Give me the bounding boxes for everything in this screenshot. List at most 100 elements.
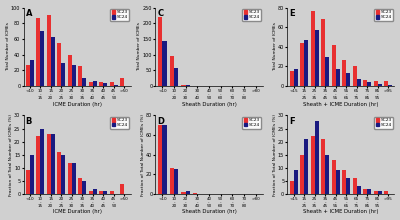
Bar	[332, 160, 336, 194]
Text: C: C	[158, 9, 164, 18]
Bar	[36, 18, 40, 86]
Legend: SC23, SC24: SC23, SC24	[110, 117, 129, 129]
Bar	[332, 45, 336, 86]
Bar	[170, 168, 174, 194]
Bar	[378, 84, 382, 86]
Bar	[181, 84, 186, 86]
Bar	[374, 191, 378, 194]
Bar	[363, 189, 367, 194]
Bar	[89, 191, 93, 194]
Bar	[61, 155, 65, 194]
Bar	[388, 85, 392, 86]
Bar	[321, 19, 325, 86]
Bar	[346, 178, 350, 194]
Bar	[342, 60, 346, 86]
Bar	[93, 81, 97, 86]
Y-axis label: Fraction of Total Number of ICMEs (%): Fraction of Total Number of ICMEs (%)	[141, 114, 145, 196]
Legend: SC23, SC24: SC23, SC24	[242, 9, 261, 21]
Bar	[51, 37, 55, 86]
Text: A: A	[26, 9, 32, 18]
Bar	[30, 60, 34, 86]
Bar	[353, 178, 357, 194]
Bar	[384, 81, 388, 86]
Bar	[99, 82, 103, 86]
Legend: SC23, SC24: SC23, SC24	[110, 9, 129, 21]
Y-axis label: Total Number of ICMEs: Total Number of ICMEs	[138, 22, 142, 71]
Legend: SC23, SC24: SC23, SC24	[242, 117, 261, 129]
Bar	[378, 191, 382, 194]
X-axis label: ICME Duration (hr): ICME Duration (hr)	[52, 101, 102, 106]
Bar	[162, 125, 167, 194]
Text: E: E	[290, 9, 295, 18]
Bar	[357, 79, 361, 86]
Bar	[40, 128, 44, 194]
Bar	[72, 65, 76, 86]
Bar	[186, 191, 190, 194]
X-axis label: Sheath Duration (hr): Sheath Duration (hr)	[182, 209, 236, 214]
Text: D: D	[158, 117, 164, 126]
Y-axis label: Total Number of ICMEs: Total Number of ICMEs	[272, 22, 276, 71]
Bar	[78, 66, 82, 86]
Bar	[325, 57, 329, 86]
Bar	[311, 136, 315, 194]
Bar	[99, 191, 103, 194]
Bar	[353, 66, 357, 86]
Bar	[181, 192, 186, 194]
Bar	[82, 78, 86, 86]
Bar	[336, 170, 340, 194]
Bar	[110, 191, 114, 194]
Bar	[186, 85, 190, 86]
Text: B: B	[26, 117, 32, 126]
Bar	[120, 183, 124, 194]
Bar	[103, 83, 107, 86]
Bar	[26, 65, 30, 86]
Bar	[367, 82, 371, 86]
Bar	[110, 82, 114, 86]
Bar	[374, 81, 378, 86]
Bar	[61, 62, 65, 86]
Bar	[57, 43, 61, 86]
Bar	[72, 163, 76, 194]
Bar	[30, 155, 34, 194]
Bar	[78, 178, 82, 194]
X-axis label: ICME Duration (hr): ICME Duration (hr)	[52, 209, 102, 214]
Bar	[294, 170, 298, 194]
Bar	[36, 136, 40, 194]
Bar	[120, 78, 124, 86]
Bar	[89, 82, 93, 86]
Bar	[346, 73, 350, 86]
Y-axis label: Fraction of Total Number of ICMEs (%): Fraction of Total Number of ICMEs (%)	[272, 114, 276, 196]
X-axis label: Sheath + ICME Duration (hr): Sheath + ICME Duration (hr)	[303, 101, 379, 106]
Bar	[57, 152, 61, 194]
Bar	[26, 170, 30, 194]
Bar	[363, 80, 367, 86]
Text: F: F	[290, 117, 295, 126]
Bar	[290, 181, 294, 194]
Bar	[103, 191, 107, 194]
Bar	[325, 155, 329, 194]
Bar	[193, 193, 197, 194]
Bar	[47, 134, 51, 194]
Y-axis label: Total Number of ICMEs: Total Number of ICMEs	[6, 22, 10, 71]
Bar	[367, 189, 371, 194]
Bar	[93, 189, 97, 194]
Bar	[162, 40, 167, 86]
Bar	[114, 84, 118, 86]
Y-axis label: Fraction of Total Number of ICMEs (%): Fraction of Total Number of ICMEs (%)	[9, 114, 13, 196]
Bar	[315, 30, 319, 86]
Bar	[290, 72, 294, 86]
Bar	[342, 170, 346, 194]
Bar	[300, 155, 304, 194]
Bar	[174, 68, 178, 86]
Legend: SC23, SC24: SC23, SC24	[374, 117, 393, 129]
Bar	[170, 56, 174, 86]
Bar	[158, 17, 162, 86]
Bar	[47, 15, 51, 86]
Bar	[357, 186, 361, 194]
X-axis label: Sheath + ICME Duration (hr): Sheath + ICME Duration (hr)	[303, 209, 379, 214]
Bar	[40, 31, 44, 86]
Bar	[51, 134, 55, 194]
Bar	[311, 11, 315, 86]
Bar	[158, 125, 162, 194]
Bar	[82, 181, 86, 194]
